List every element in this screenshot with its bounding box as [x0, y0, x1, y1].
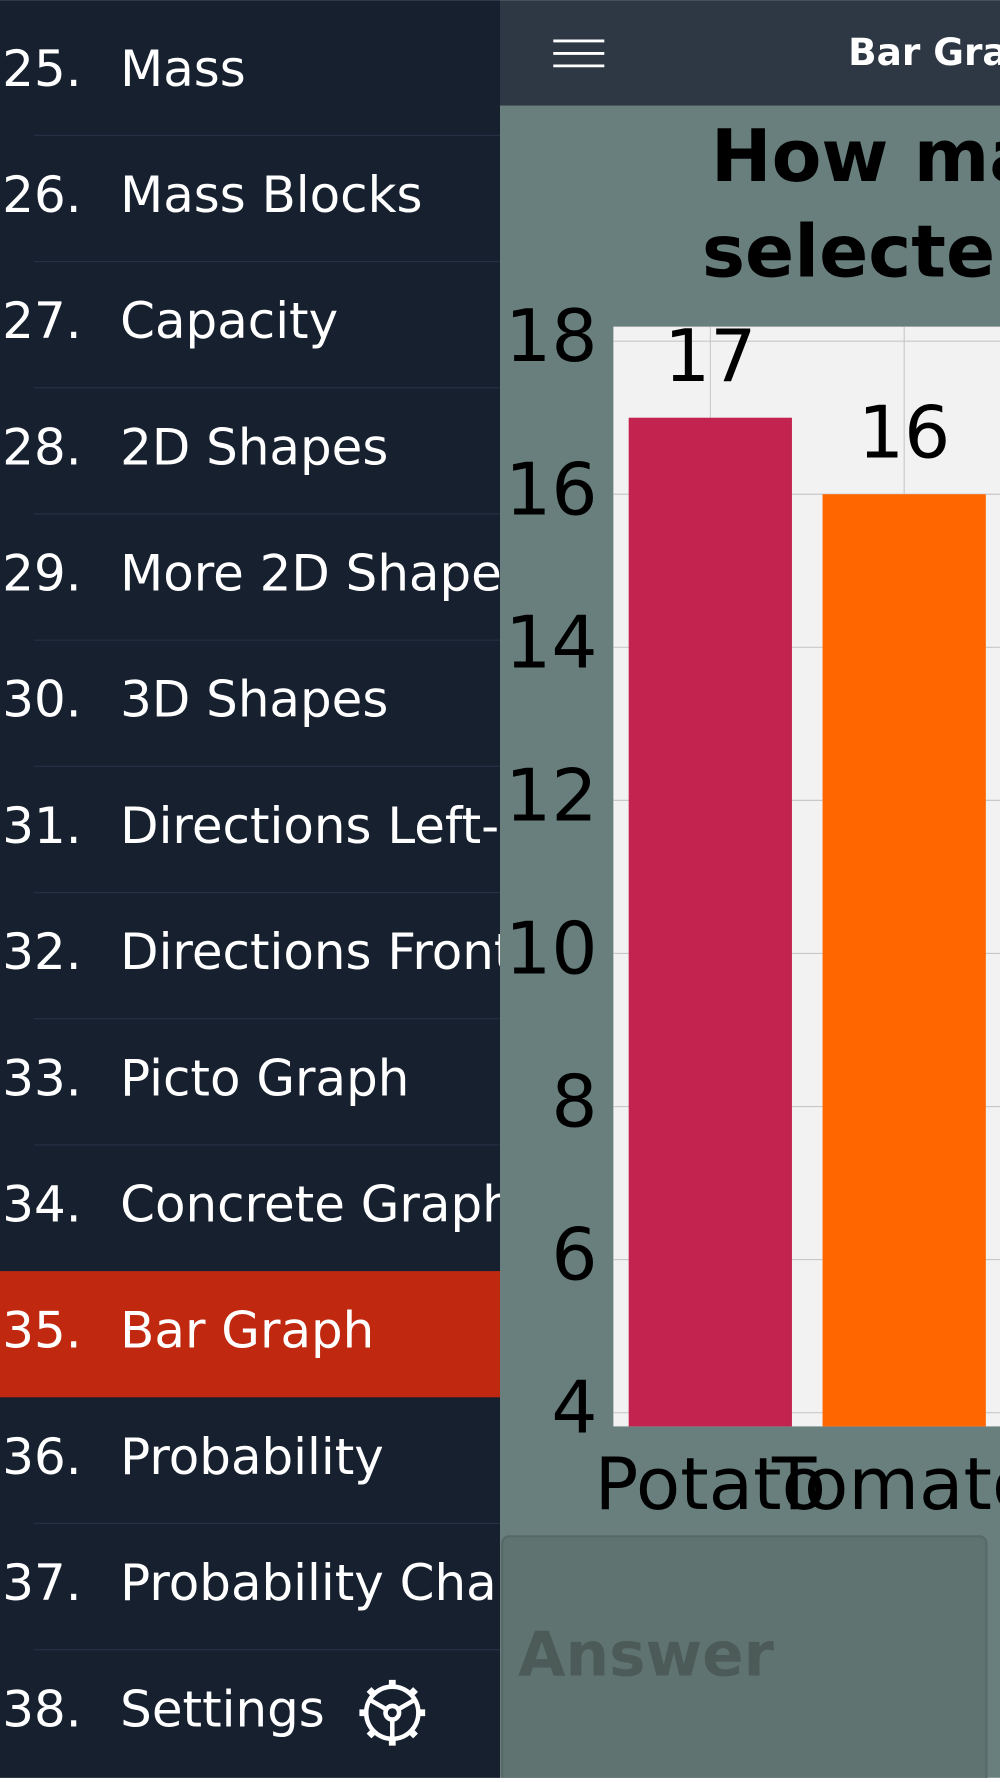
- menu-number: 33.: [2, 1049, 81, 1107]
- gear-tooth: [408, 1728, 418, 1739]
- menu-label: Picto Graph: [120, 1049, 409, 1107]
- menu-number: 32.: [2, 923, 81, 981]
- x-tick-label: Tomato: [771, 1443, 1000, 1527]
- x-tick-label: Potato: [595, 1443, 826, 1527]
- y-tick-label: 12: [505, 754, 597, 838]
- gear-tooth: [366, 1728, 377, 1739]
- menu-number: 34.: [2, 1175, 81, 1233]
- menu-number: 30.: [2, 671, 81, 729]
- menu-label: Concrete Graph: [120, 1175, 514, 1233]
- y-tick-label: 18: [505, 295, 597, 379]
- content: Bar Grap How ma selecte 4 6 8 10 12 14 16 18 17 P…: [500, 0, 1000, 1778]
- menu: 25. Mass 26. Mass Blocks 27. Capacity 28. 2D Sh…: [0, 40, 517, 1746]
- menu-label: Bar Graph: [120, 1302, 374, 1360]
- gear-tooth: [366, 1687, 377, 1697]
- chart-title: How ma: [711, 115, 1000, 199]
- value-label: 16: [858, 392, 950, 476]
- menu-label: Mass: [120, 40, 246, 98]
- menu-number: 37.: [2, 1554, 81, 1612]
- chart: 4 6 8 10 12 14 16 18 17 Potato 16 Tomato: [505, 295, 1000, 1527]
- menu-label: Directions Front: [120, 923, 513, 981]
- menu-number: 26.: [2, 166, 81, 224]
- menu-number: 28.: [2, 418, 81, 476]
- menu-label: Capacity: [120, 292, 338, 350]
- menu-label: Probability: [120, 1428, 384, 1486]
- menu-highlight: [0, 1271, 500, 1398]
- menu-label: More 2D Shape: [120, 545, 502, 603]
- value-label: 17: [664, 315, 756, 399]
- y-tick-label: 14: [505, 601, 597, 685]
- y-tick-label: 8: [551, 1061, 597, 1145]
- menu-background: [0, 0, 500, 1778]
- answer-box[interactable]: [501, 1535, 988, 1778]
- hamburger-icon[interactable]: [553, 39, 605, 68]
- y-tick-label: 6: [551, 1214, 597, 1298]
- gear-spoke: [397, 1697, 417, 1712]
- menu-number: 29.: [2, 545, 81, 603]
- bar: [822, 494, 986, 1427]
- menu-number: 31.: [2, 797, 81, 855]
- menu-number: 27.: [2, 292, 81, 350]
- menu-label: 3D Shapes: [120, 671, 388, 729]
- menu-label: Probability Char: [120, 1554, 517, 1612]
- menu-number: 38.: [2, 1680, 81, 1738]
- gear-tooth: [408, 1687, 418, 1697]
- bar: [628, 417, 792, 1427]
- y-tick-label: 10: [505, 907, 597, 991]
- menu-number: 36.: [2, 1428, 81, 1486]
- chart-title: selecte: [702, 210, 995, 294]
- header-title: Bar Grap: [848, 30, 1000, 74]
- answer-placeholder: Answer: [518, 1619, 774, 1690]
- menu-number: 35.: [2, 1302, 81, 1360]
- menu-label: Directions Left-: [120, 797, 499, 855]
- settings-icon: [359, 1679, 426, 1746]
- menu-label: 2D Shapes: [120, 418, 388, 476]
- menu-label: Settings: [120, 1680, 325, 1738]
- menu-label: Mass Blocks: [120, 166, 422, 224]
- gear-spoke: [368, 1697, 388, 1712]
- y-tick-label: 4: [551, 1367, 597, 1451]
- y-tick-label: 16: [505, 448, 597, 532]
- menu-number: 25.: [2, 40, 81, 98]
